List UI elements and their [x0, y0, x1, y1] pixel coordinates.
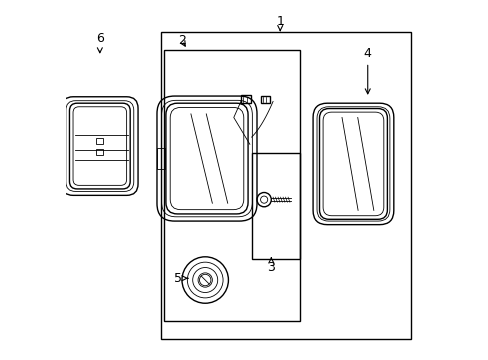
Text: 5: 5 [174, 272, 187, 285]
Bar [96, 138, 102, 144]
Text: 1: 1 [276, 14, 284, 31]
Bar [260, 96, 269, 103]
Text: 2: 2 [178, 34, 185, 47]
Text: 4: 4 [363, 47, 371, 94]
Bar [160, 32, 410, 339]
Bar [251, 153, 299, 258]
Text: 6: 6 [96, 32, 103, 53]
Text: 3: 3 [267, 258, 275, 274]
Bar [241, 95, 250, 103]
Bar [96, 149, 102, 155]
Bar [157, 148, 164, 169]
Bar [164, 50, 299, 321]
